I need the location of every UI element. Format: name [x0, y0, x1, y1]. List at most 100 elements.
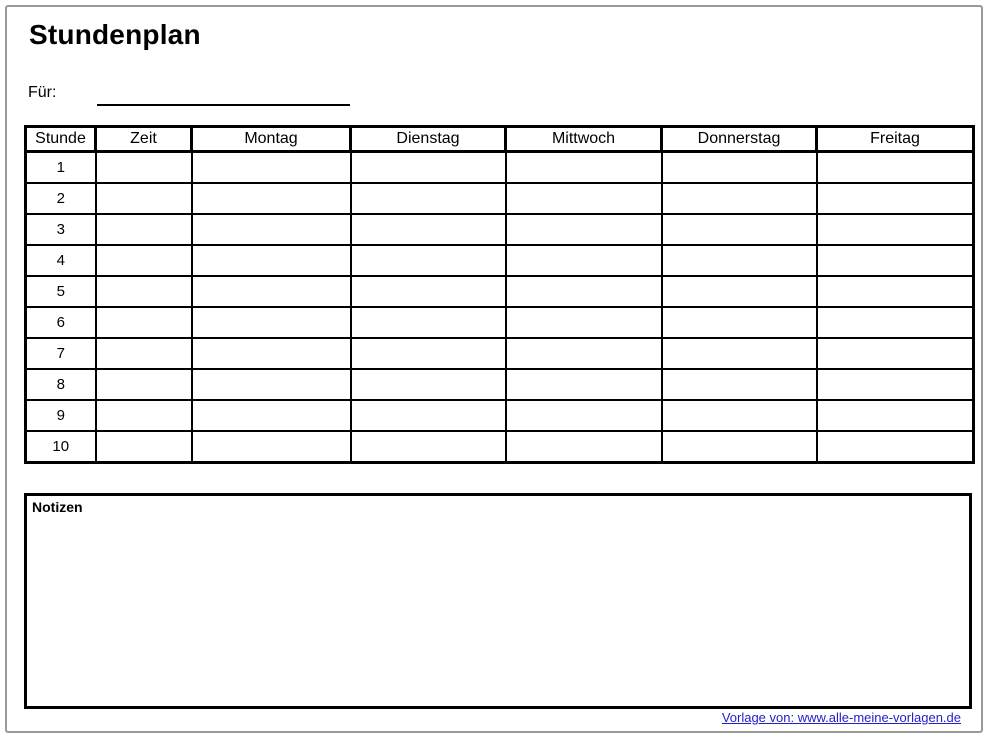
- table-row: 7: [24, 337, 975, 370]
- column-header-freitag: Freitag: [815, 125, 975, 153]
- schedule-cell: [94, 150, 193, 184]
- schedule-cell: [660, 275, 818, 308]
- notes-label: Notizen: [32, 499, 83, 515]
- schedule-cell: [94, 399, 193, 432]
- schedule-cell: [349, 275, 507, 308]
- schedule-cell: [94, 182, 193, 215]
- schedule-cell: [504, 306, 663, 339]
- table-row: 10: [24, 430, 975, 464]
- stunde-cell: 6: [24, 306, 97, 339]
- schedule-cell: [504, 399, 663, 432]
- schedule-cell: [504, 150, 663, 184]
- for-field-row: Für:: [28, 84, 350, 106]
- schedule-cell: [349, 306, 507, 339]
- schedule-cell: [349, 150, 507, 184]
- schedule-cell: [504, 275, 663, 308]
- schedule-cell: [349, 337, 507, 370]
- schedule-cell: [349, 430, 507, 464]
- stunde-cell: 10: [24, 430, 97, 464]
- stunde-cell: 9: [24, 399, 97, 432]
- schedule-cell: [94, 213, 193, 246]
- schedule-cell: [815, 213, 975, 246]
- stunde-cell: 5: [24, 275, 97, 308]
- notes-box: Notizen: [24, 493, 972, 709]
- schedule-cell: [815, 399, 975, 432]
- schedule-cell: [660, 368, 818, 401]
- footer: Vorlage von: www.alle-meine-vorlagen.de: [722, 710, 961, 725]
- schedule-cell: [504, 182, 663, 215]
- column-header-dienstag: Dienstag: [349, 125, 507, 153]
- timetable: Stunde Zeit Montag Dienstag Mittwoch Don…: [24, 125, 975, 464]
- schedule-cell: [660, 306, 818, 339]
- schedule-cell: [815, 182, 975, 215]
- schedule-cell: [94, 244, 193, 277]
- table-row: 2: [24, 182, 975, 215]
- schedule-cell: [190, 368, 352, 401]
- schedule-cell: [94, 368, 193, 401]
- column-header-donnerstag: Donnerstag: [660, 125, 818, 153]
- schedule-cell: [504, 244, 663, 277]
- for-label: Für:: [28, 84, 57, 101]
- schedule-cell: [94, 275, 193, 308]
- schedule-cell: [349, 399, 507, 432]
- table-row: 6: [24, 306, 975, 339]
- schedule-cell: [190, 182, 352, 215]
- footer-link[interactable]: Vorlage von: www.alle-meine-vorlagen.de: [721, 710, 961, 725]
- timetable-body: 1 2 3 4 5 6 7 8 9 10: [24, 150, 975, 464]
- table-row: 9: [24, 399, 975, 432]
- table-row: 5: [24, 275, 975, 308]
- timetable-header-row: Stunde Zeit Montag Dienstag Mittwoch Don…: [24, 125, 975, 153]
- stunde-cell: 2: [24, 182, 97, 215]
- table-row: 3: [24, 213, 975, 246]
- stunde-cell: 7: [24, 337, 97, 370]
- schedule-cell: [660, 150, 818, 184]
- schedule-cell: [94, 337, 193, 370]
- schedule-cell: [349, 368, 507, 401]
- table-row: 8: [24, 368, 975, 401]
- schedule-cell: [349, 213, 507, 246]
- schedule-cell: [190, 337, 352, 370]
- schedule-cell: [504, 368, 663, 401]
- schedule-cell: [815, 430, 975, 464]
- stunde-cell: 4: [24, 244, 97, 277]
- page: Stundenplan Für: Stunde Zeit Montag D: [5, 5, 983, 733]
- schedule-cell: [660, 399, 818, 432]
- schedule-cell: [660, 213, 818, 246]
- column-header-montag: Montag: [190, 125, 352, 153]
- schedule-cell: [190, 399, 352, 432]
- schedule-cell: [94, 306, 193, 339]
- schedule-cell: [815, 306, 975, 339]
- schedule-cell: [660, 337, 818, 370]
- column-header-stunde: Stunde: [24, 125, 97, 153]
- stunde-cell: 3: [24, 213, 97, 246]
- schedule-cell: [190, 430, 352, 464]
- schedule-cell: [504, 213, 663, 246]
- schedule-cell: [660, 244, 818, 277]
- for-value-line: [97, 80, 350, 106]
- stunde-cell: 8: [24, 368, 97, 401]
- schedule-cell: [815, 150, 975, 184]
- schedule-cell: [94, 430, 193, 464]
- schedule-cell: [504, 337, 663, 370]
- schedule-cell: [190, 275, 352, 308]
- schedule-cell: [815, 275, 975, 308]
- schedule-cell: [815, 368, 975, 401]
- schedule-cell: [660, 182, 818, 215]
- schedule-cell: [349, 182, 507, 215]
- table-row: 4: [24, 244, 975, 277]
- column-header-zeit: Zeit: [94, 125, 193, 153]
- stunde-cell: 1: [24, 150, 97, 184]
- page-title: Stundenplan: [29, 19, 201, 50]
- table-row: 1: [24, 150, 975, 184]
- schedule-cell: [504, 430, 663, 464]
- schedule-cell: [190, 150, 352, 184]
- schedule-cell: [815, 244, 975, 277]
- schedule-cell: [349, 244, 507, 277]
- schedule-cell: [815, 337, 975, 370]
- schedule-cell: [190, 244, 352, 277]
- column-header-mittwoch: Mittwoch: [504, 125, 663, 153]
- schedule-cell: [190, 306, 352, 339]
- schedule-cell: [190, 213, 352, 246]
- schedule-cell: [660, 430, 818, 464]
